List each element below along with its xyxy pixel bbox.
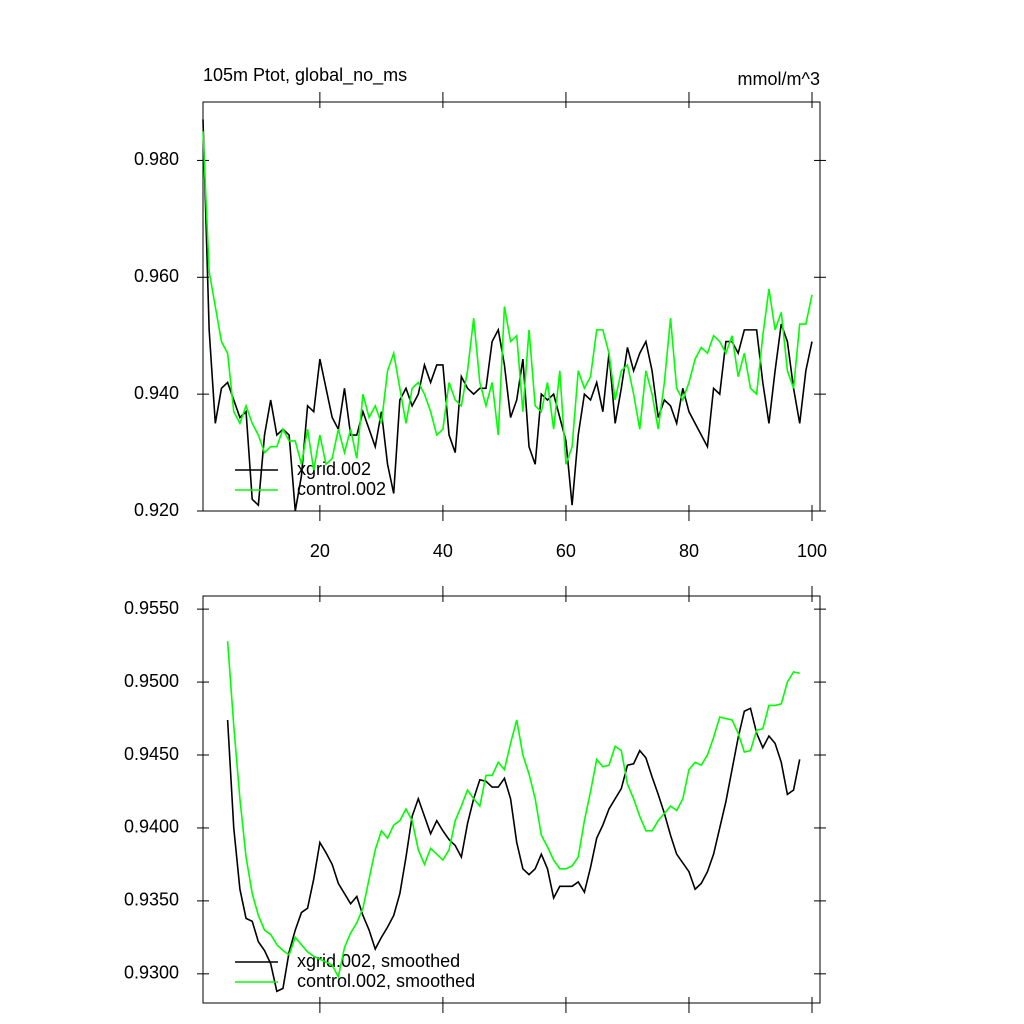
y-tick-label: 0.9450 <box>124 744 179 764</box>
series-line <box>226 641 800 980</box>
series-line <box>202 119 813 512</box>
y-tick-label: 0.9300 <box>124 963 179 983</box>
x-tick-label: 80 <box>679 541 699 561</box>
plot-frame <box>202 595 821 1004</box>
plot-frame <box>202 101 821 512</box>
y-tick-label: 0.960 <box>134 266 179 286</box>
y-tick-label: 0.9500 <box>124 671 179 691</box>
y-tick-label: 0.920 <box>134 500 179 520</box>
legend-label: control.002, smoothed <box>297 971 475 991</box>
y-tick-label: 0.940 <box>134 383 179 403</box>
y-tick-label: 0.9550 <box>124 598 179 618</box>
series-line <box>226 707 801 993</box>
x-tick-label: 60 <box>556 541 576 561</box>
legend-label: control.002 <box>297 479 386 499</box>
y-tick-label: 0.9400 <box>124 817 179 837</box>
x-tick-label: 100 <box>797 541 827 561</box>
legend-label: xgrid.002 <box>297 459 371 479</box>
chart-title: 105m Ptot, global_no_ms <box>203 65 407 86</box>
y-tick-label: 0.9350 <box>124 890 179 910</box>
y-tick-label: 0.980 <box>134 149 179 169</box>
series-line <box>202 131 813 471</box>
x-tick-label: 20 <box>310 541 330 561</box>
x-tick-label: 40 <box>433 541 453 561</box>
legend-label: xgrid.002, smoothed <box>297 951 460 971</box>
units-label: mmol/m^3 <box>738 69 820 89</box>
